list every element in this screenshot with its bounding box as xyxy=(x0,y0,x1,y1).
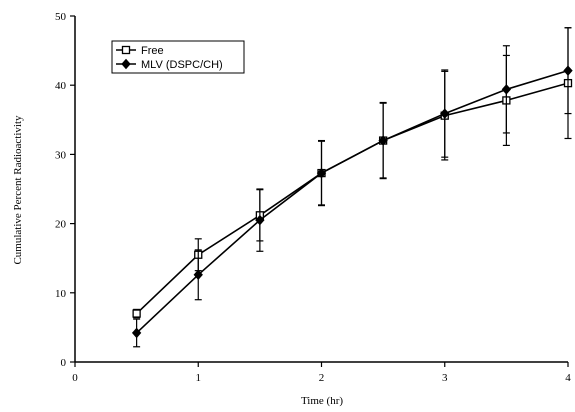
legend-label: Free xyxy=(141,45,164,57)
legend-marker xyxy=(121,58,131,70)
y-ticks: 0 10 20 30 40 50 xyxy=(55,11,75,369)
legend-marker xyxy=(121,45,131,55)
data-point xyxy=(255,214,265,226)
legend-box xyxy=(111,40,245,74)
x-tick-label: 4 xyxy=(565,372,571,384)
data-point xyxy=(316,167,327,179)
data-point xyxy=(563,65,573,76)
y-tick-label: 40 xyxy=(55,80,67,92)
series-line xyxy=(136,82,569,315)
legend: Free MLV (DSPC/CH) xyxy=(111,40,245,74)
y-tick-label: 10 xyxy=(55,288,67,300)
x-tick-label: 0 xyxy=(72,372,78,384)
data-point xyxy=(501,84,512,95)
x-tick-label: 3 xyxy=(442,372,448,384)
x-tick-label: 1 xyxy=(196,372,202,384)
data-point xyxy=(378,135,388,146)
x-tick-label: 2 xyxy=(319,372,325,384)
legend-label: MLV (DSPC/CH) xyxy=(141,59,223,71)
y-tick-label: 50 xyxy=(55,11,67,23)
axes: 0 1 2 3 4 0 10 20 30 40 50 xyxy=(55,11,571,384)
data-point xyxy=(440,108,450,119)
series-1 xyxy=(131,27,573,348)
data-point xyxy=(193,269,203,281)
series-line xyxy=(136,69,569,334)
y-axis-title: Cumulative Percent Radioactivity xyxy=(12,115,24,265)
plot-area xyxy=(131,27,573,348)
y-tick-label: 20 xyxy=(55,219,67,231)
x-axis-title: Time (hr) xyxy=(301,395,343,407)
y-tick-label: 0 xyxy=(61,357,67,369)
y-tick-label: 30 xyxy=(55,149,67,161)
x-ticks: 0 1 2 3 4 xyxy=(72,362,571,384)
data-point xyxy=(132,309,141,318)
data-point xyxy=(131,327,142,339)
